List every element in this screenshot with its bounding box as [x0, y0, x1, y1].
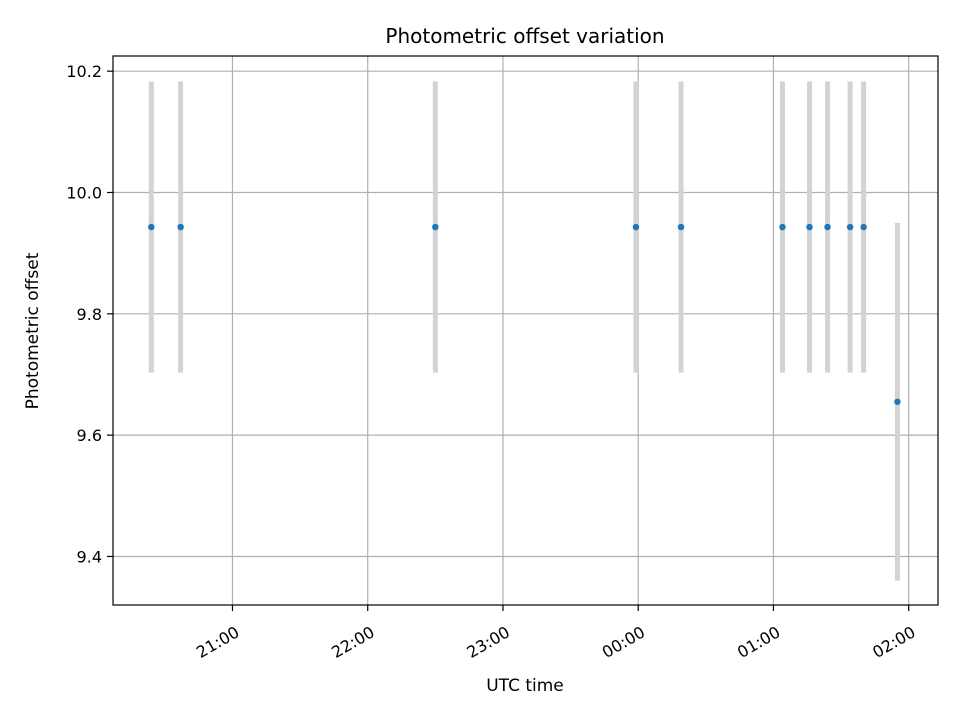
- chart-title: Photometric offset variation: [385, 24, 664, 48]
- y-tick-label: 10.0: [66, 183, 102, 202]
- y-axis-ticks: 9.4 9.6 9.8 10.0 10.2: [66, 62, 113, 566]
- data-point: [860, 223, 867, 231]
- y-tick-label: 10.2: [66, 62, 102, 81]
- data-point: [432, 223, 439, 231]
- data-point: [779, 223, 786, 231]
- data-point: [177, 223, 184, 231]
- data-point: [824, 223, 831, 231]
- data-point: [677, 223, 685, 231]
- grid: [113, 56, 938, 605]
- data-point: [806, 223, 813, 231]
- y-axis-label: Photometric offset: [23, 252, 43, 409]
- plot-frame: [112, 55, 939, 606]
- y-tick-label: 9.4: [77, 547, 102, 566]
- data-points: [148, 223, 901, 405]
- data-point: [846, 223, 854, 231]
- data-point: [148, 223, 155, 231]
- data-point: [894, 398, 901, 405]
- data-point: [632, 223, 640, 231]
- y-tick-label: 9.6: [77, 426, 102, 445]
- x-axis-label: UTC time: [486, 676, 564, 696]
- y-tick-label: 9.8: [77, 305, 102, 324]
